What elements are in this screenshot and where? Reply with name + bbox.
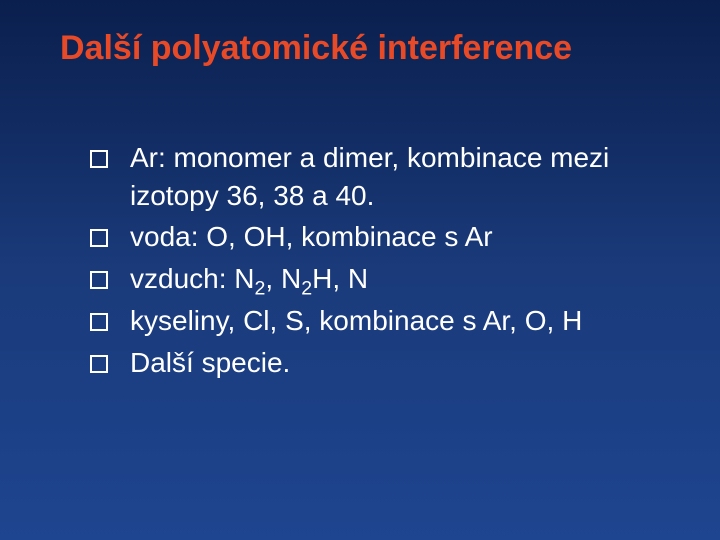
bullet-text: Ar: monomer a dimer, kombinace mezi izot… xyxy=(130,142,609,211)
list-item: vzduch: N2, N2H, N xyxy=(90,260,670,298)
list-item: Další specie. xyxy=(90,344,670,382)
list-item: kyseliny, Cl, S, kombinace s Ar, O, H xyxy=(90,302,670,340)
slide-title: Další polyatomické interference xyxy=(60,28,670,69)
bullet-text: voda: O, OH, kombinace s Ar xyxy=(130,221,493,252)
bullet-list: Ar: monomer a dimer, kombinace mezi izot… xyxy=(50,139,670,382)
list-item: Ar: monomer a dimer, kombinace mezi izot… xyxy=(90,139,670,215)
bullet-text: kyseliny, Cl, S, kombinace s Ar, O, H xyxy=(130,305,582,336)
list-item: voda: O, OH, kombinace s Ar xyxy=(90,218,670,256)
bullet-text: vzduch: N2, N2H, N xyxy=(130,263,368,294)
slide: Další polyatomické interference Ar: mono… xyxy=(0,0,720,540)
bullet-text: Další specie. xyxy=(130,347,290,378)
